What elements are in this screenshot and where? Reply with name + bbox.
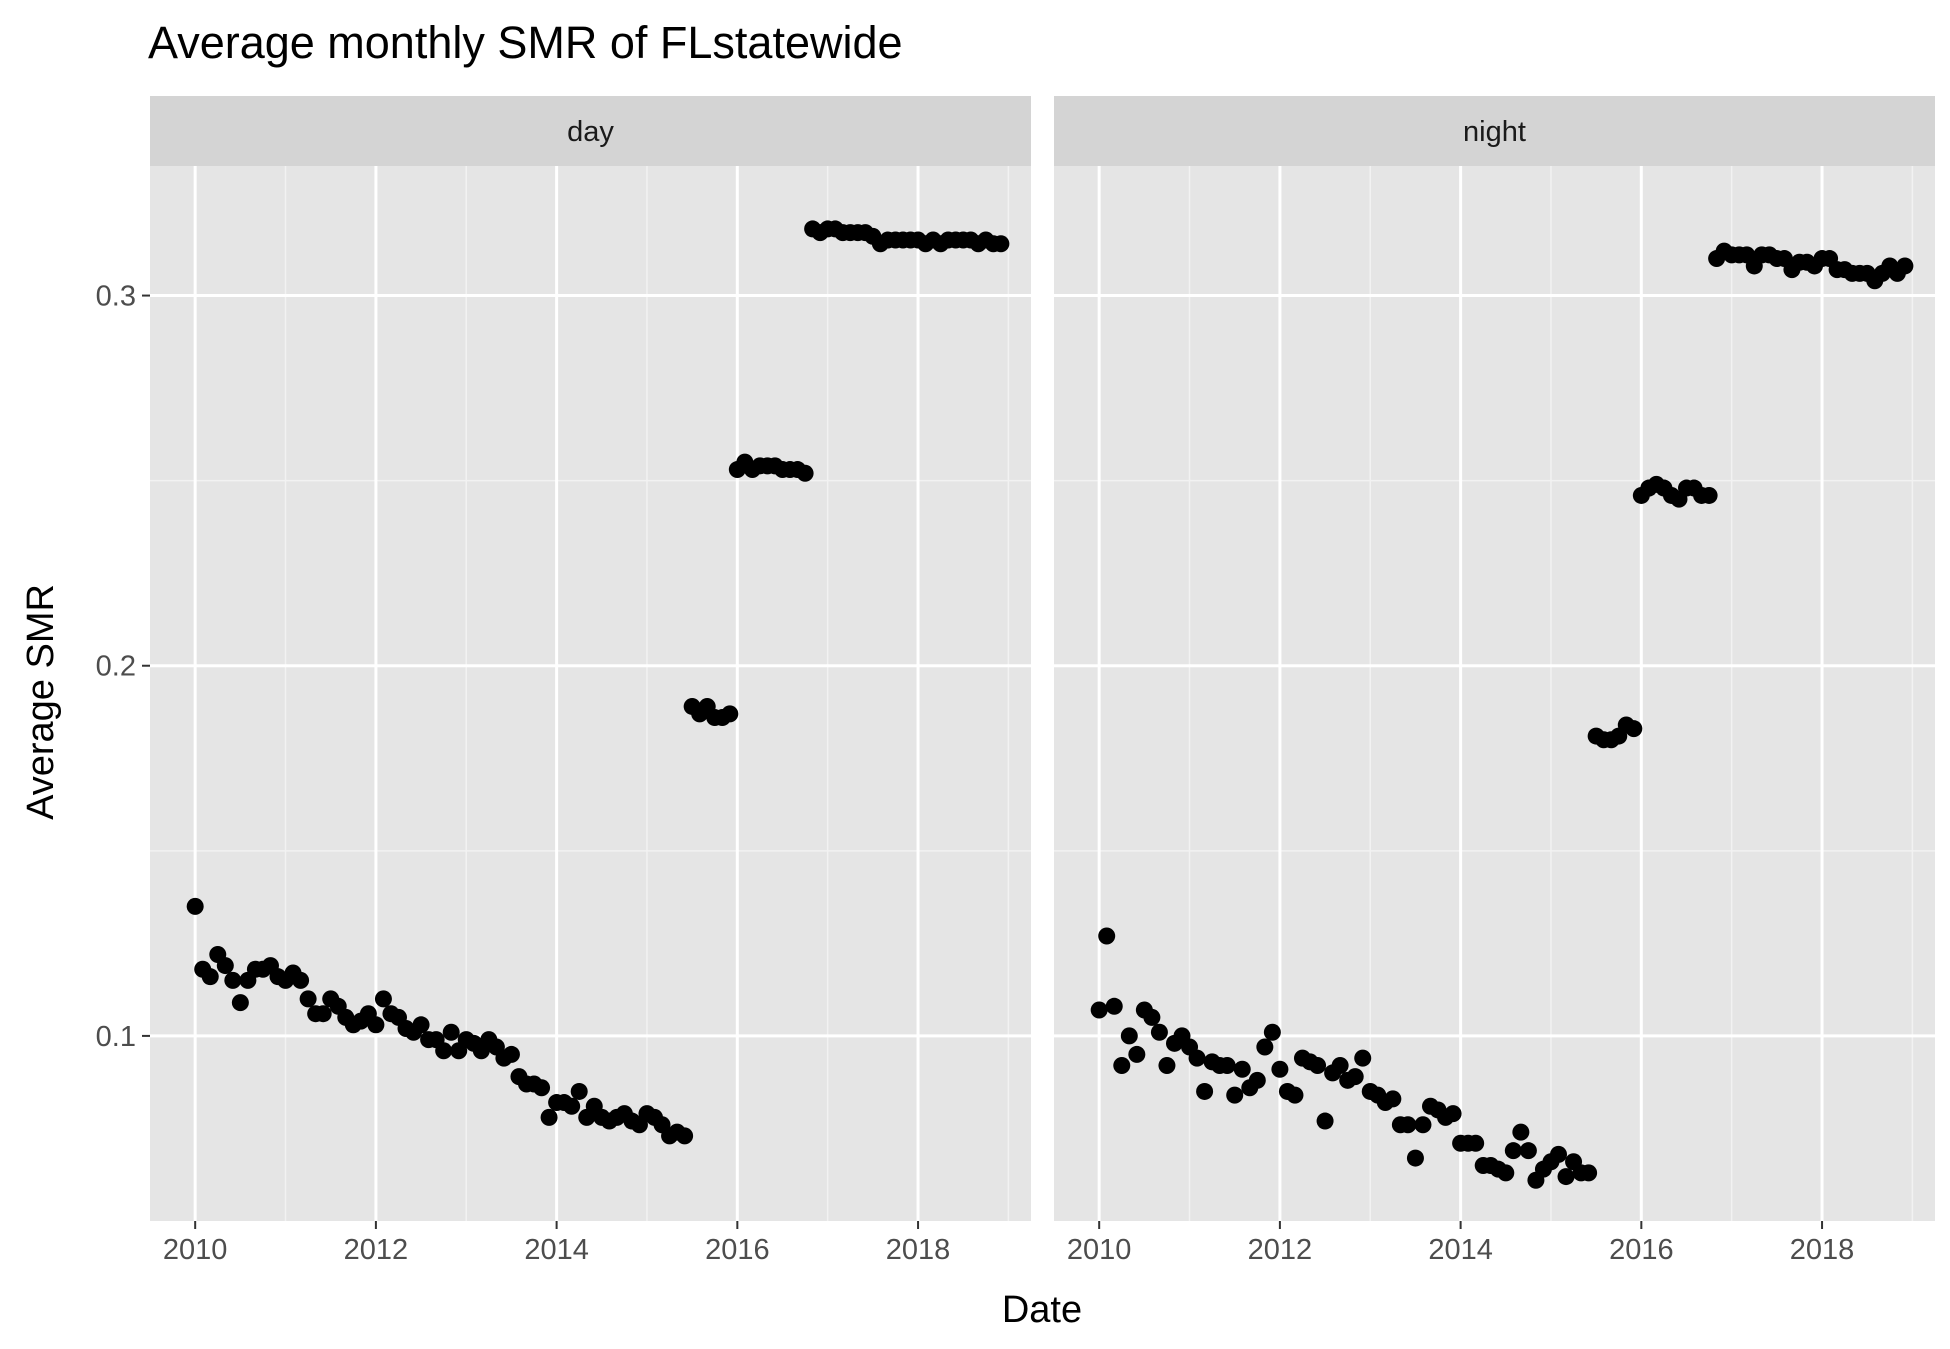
y-tick-label: 0.1 — [96, 1021, 136, 1053]
x-tick-label: 2010 — [1067, 1234, 1132, 1266]
data-point — [796, 464, 814, 482]
data-point — [367, 1016, 385, 1034]
data-point — [1504, 1142, 1522, 1160]
facet-night: night 2010 2012 2014 2016 2018 — [1054, 96, 1935, 1266]
y-axis-title: Average SMR — [20, 584, 62, 820]
series-points-day — [186, 220, 1010, 1145]
data-point — [1580, 1164, 1598, 1182]
data-point — [1497, 1164, 1515, 1182]
x-tick-label: 2018 — [886, 1234, 951, 1266]
facet-strip-label: night — [1463, 116, 1526, 148]
data-point — [1143, 1008, 1161, 1026]
data-point — [1700, 486, 1718, 504]
data-point — [992, 235, 1010, 253]
x-tick-label: 2018 — [1790, 1234, 1855, 1266]
data-point — [1519, 1142, 1537, 1160]
data-point — [1090, 1001, 1108, 1019]
series-points-night — [1090, 242, 1914, 1189]
data-point — [1512, 1123, 1530, 1141]
data-point — [1120, 1027, 1138, 1045]
x-tick-label: 2012 — [344, 1234, 409, 1266]
data-point — [1105, 997, 1123, 1015]
y-tick-label: 0.2 — [96, 651, 136, 683]
facet-strip-label: day — [567, 116, 614, 148]
facets: day 2010 2012 2014 2016 2018 0.1 0.2 0.3 night 201… — [96, 96, 1935, 1266]
data-point — [1354, 1049, 1372, 1067]
panel-background — [1054, 166, 1935, 1221]
x-axis-title: Date — [1002, 1289, 1082, 1331]
data-point — [1399, 1116, 1417, 1134]
data-point — [412, 1016, 430, 1034]
data-point — [1256, 1038, 1274, 1056]
data-point — [1196, 1082, 1214, 1100]
data-point — [1150, 1023, 1168, 1041]
data-point — [1316, 1112, 1334, 1130]
data-point — [721, 705, 739, 723]
data-point — [1248, 1071, 1266, 1089]
data-point — [186, 897, 204, 915]
data-point — [1158, 1057, 1176, 1075]
facet-strip — [1054, 96, 1935, 166]
data-point — [676, 1127, 694, 1145]
data-point — [1331, 1057, 1349, 1075]
data-point — [314, 1005, 332, 1023]
data-point — [374, 990, 392, 1008]
data-point — [216, 957, 234, 975]
data-point — [1098, 927, 1116, 945]
data-point — [1188, 1049, 1206, 1067]
facet-day: day 2010 2012 2014 2016 2018 0.1 0.2 0.3 — [96, 96, 1031, 1266]
x-tick-label: 2014 — [1428, 1234, 1493, 1266]
data-point — [1414, 1116, 1432, 1134]
data-point — [1233, 1060, 1251, 1078]
data-point — [1896, 257, 1914, 275]
data-point — [1263, 1023, 1281, 1041]
data-point — [1346, 1068, 1364, 1086]
x-tick-label: 2014 — [524, 1234, 589, 1266]
facet-strip — [150, 96, 1031, 166]
x-tick-label: 2016 — [705, 1234, 770, 1266]
data-point — [1384, 1090, 1402, 1108]
panel-background — [150, 166, 1031, 1221]
data-point — [224, 971, 242, 989]
data-point — [1113, 1057, 1131, 1075]
data-point — [1625, 720, 1643, 738]
data-point — [442, 1023, 460, 1041]
data-point — [1550, 1145, 1568, 1163]
data-point — [1226, 1086, 1244, 1104]
data-point — [502, 1045, 520, 1063]
data-point — [231, 994, 249, 1012]
data-point — [1406, 1149, 1424, 1167]
data-point — [1309, 1057, 1327, 1075]
data-point — [292, 971, 310, 989]
data-point — [563, 1097, 581, 1115]
data-point — [1128, 1045, 1146, 1063]
chart-title: Average monthly SMR of FLstatewide — [148, 17, 903, 68]
data-point — [201, 968, 219, 986]
x-tick-label: 2012 — [1248, 1234, 1313, 1266]
data-point — [540, 1108, 558, 1126]
data-point — [435, 1042, 453, 1060]
data-point — [1286, 1086, 1304, 1104]
data-point — [533, 1079, 551, 1097]
data-point — [1218, 1057, 1236, 1075]
data-point — [1557, 1168, 1575, 1186]
x-tick-label: 2010 — [163, 1234, 228, 1266]
data-point — [1467, 1134, 1485, 1152]
data-point — [1444, 1105, 1462, 1123]
data-point — [570, 1082, 588, 1100]
y-tick-label: 0.3 — [96, 281, 136, 313]
x-tick-label: 2016 — [1609, 1234, 1674, 1266]
data-point — [299, 990, 317, 1008]
data-point — [1271, 1060, 1289, 1078]
